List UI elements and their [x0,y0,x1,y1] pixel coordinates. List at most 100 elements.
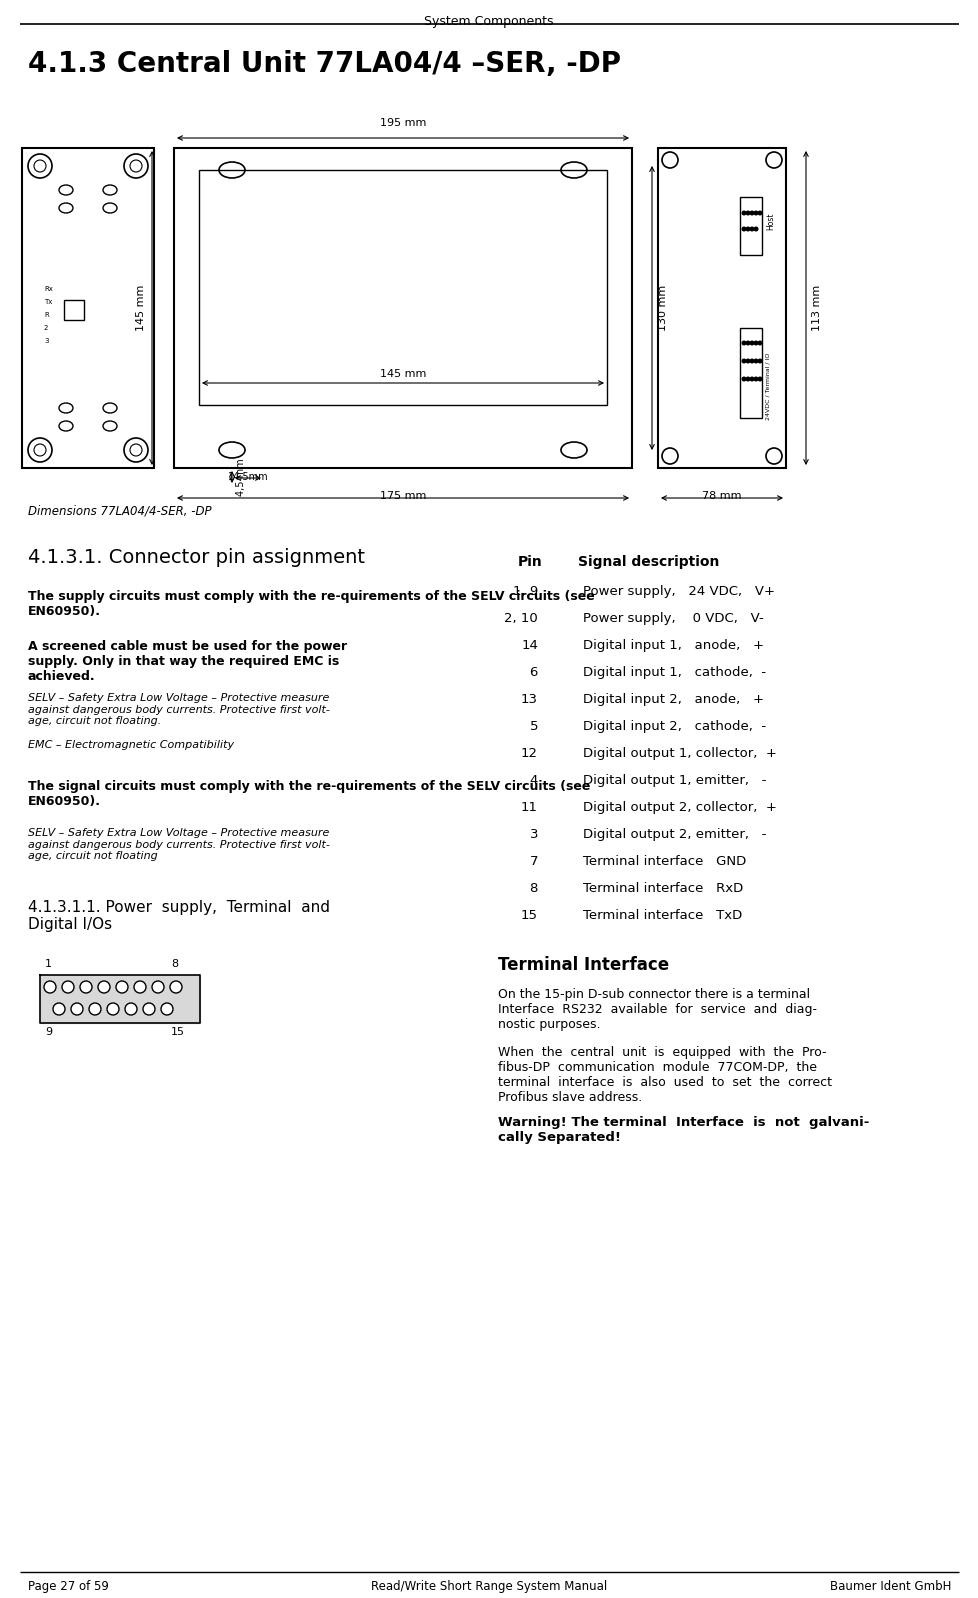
Text: 24VDC / Terminal / IO: 24VDC / Terminal / IO [765,353,771,420]
Circle shape [753,342,757,345]
Text: 9: 9 [45,1028,52,1037]
Text: Terminal interface   RxD: Terminal interface RxD [583,882,742,895]
Text: EMC – Electromagnetic Compatibility: EMC – Electromagnetic Compatibility [28,740,234,749]
Text: SELV – Safety Extra Low Voltage – Protective measure
against dangerous body curr: SELV – Safety Extra Low Voltage – Protec… [28,694,330,725]
Text: 4.1.3.1.1. Power  supply,  Terminal  and
Digital I/Os: 4.1.3.1.1. Power supply, Terminal and Di… [28,900,330,932]
Text: Digital input 2,   anode,   +: Digital input 2, anode, + [583,694,763,706]
Text: Dimensions 77LA04/4-SER, -DP: Dimensions 77LA04/4-SER, -DP [28,505,211,518]
Circle shape [71,1004,83,1015]
Text: Digital output 2, collector,  +: Digital output 2, collector, + [583,801,777,813]
Circle shape [749,360,753,363]
Circle shape [757,342,761,345]
Text: 8: 8 [171,959,178,968]
Text: Page 27 of 59: Page 27 of 59 [28,1580,109,1593]
Text: 14,5mm: 14,5mm [228,471,268,483]
Text: 4.1.3.1. Connector pin assignment: 4.1.3.1. Connector pin assignment [28,548,365,567]
Text: A screened cable must be used for the power
supply. Only in that way the require: A screened cable must be used for the po… [28,641,347,682]
Circle shape [741,377,745,380]
Bar [657,149,785,468]
Circle shape [107,1004,119,1015]
Text: The signal circuits must comply with the re-quirements of the SELV circuits (see: The signal circuits must comply with the… [28,780,590,809]
Bar [174,149,632,468]
Text: Digital output 1, emitter,   -: Digital output 1, emitter, - [583,773,766,786]
Circle shape [749,342,753,345]
Text: 195 mm: 195 mm [379,118,425,128]
Text: 145 mm: 145 mm [136,284,146,331]
Text: 2: 2 [44,324,48,331]
Text: The supply circuits must comply with the re-quirements of the SELV circuits (see: The supply circuits must comply with the… [28,590,595,618]
Text: Warning! The terminal  Interface  is  not  galvani-
cally Separated!: Warning! The terminal Interface is not g… [498,1115,868,1144]
Text: Digital input 1,   anode,   +: Digital input 1, anode, + [583,639,763,652]
Text: Host: Host [765,213,775,230]
Text: When  the  central  unit  is  equipped  with  the  Pro-
fibus-DP  communication : When the central unit is equipped with t… [498,1047,831,1104]
Text: Signal description: Signal description [577,555,719,569]
Circle shape [80,981,92,992]
Bar [739,197,761,256]
Text: Baumer Ident GmbH: Baumer Ident GmbH [828,1580,950,1593]
Text: 1, 9: 1, 9 [512,585,538,598]
Circle shape [98,981,110,992]
Circle shape [745,227,749,230]
Text: Read/Write Short Range System Manual: Read/Write Short Range System Manual [371,1580,606,1593]
Text: 145 mm: 145 mm [379,369,425,379]
Text: 4,5 mm: 4,5 mm [236,459,245,495]
Circle shape [44,981,56,992]
Circle shape [134,981,146,992]
Text: 3: 3 [44,339,49,344]
Circle shape [753,227,757,230]
Circle shape [753,360,757,363]
Text: 4: 4 [529,773,538,786]
Text: 14: 14 [520,639,538,652]
Text: 113 mm: 113 mm [811,284,822,331]
Text: R: R [44,312,49,318]
Circle shape [757,211,761,214]
Text: Tx: Tx [44,299,52,305]
Circle shape [745,211,749,214]
Text: 175 mm: 175 mm [379,491,425,502]
Text: 7: 7 [529,855,538,868]
Text: 15: 15 [520,909,538,922]
Text: 5: 5 [529,721,538,733]
Text: Digital output 2, emitter,   -: Digital output 2, emitter, - [583,828,766,841]
Circle shape [741,342,745,345]
Text: 2, 10: 2, 10 [504,612,538,625]
Circle shape [749,227,753,230]
Circle shape [62,981,74,992]
Circle shape [53,1004,65,1015]
Circle shape [745,342,749,345]
Circle shape [745,360,749,363]
Circle shape [125,1004,137,1015]
Circle shape [152,981,164,992]
Text: SELV – Safety Extra Low Voltage – Protective measure
against dangerous body curr: SELV – Safety Extra Low Voltage – Protec… [28,828,330,861]
Circle shape [143,1004,155,1015]
Text: 4.1.3 Central Unit 77LA04/4 –SER, -DP: 4.1.3 Central Unit 77LA04/4 –SER, -DP [28,50,620,78]
Text: Terminal Interface: Terminal Interface [498,956,668,975]
Text: 130 mm: 130 mm [657,284,667,331]
Circle shape [749,211,753,214]
Text: Terminal interface   GND: Terminal interface GND [583,855,745,868]
Text: 12: 12 [520,746,538,761]
Text: Digital input 1,   cathode,  -: Digital input 1, cathode, - [583,666,766,679]
Text: Pin: Pin [517,555,542,569]
Circle shape [745,377,749,380]
Bar [199,169,606,404]
Circle shape [115,981,128,992]
Text: Rx: Rx [44,286,53,292]
Text: On the 15-pin D-sub connector there is a terminal
Interface  RS232  available  f: On the 15-pin D-sub connector there is a… [498,988,817,1031]
Text: 6: 6 [529,666,538,679]
Text: Terminal interface   TxD: Terminal interface TxD [583,909,741,922]
Bar [739,328,761,419]
Bar [64,300,84,320]
Text: 78 mm: 78 mm [701,491,741,502]
Circle shape [741,211,745,214]
Text: 3: 3 [529,828,538,841]
Text: System Components: System Components [423,14,554,29]
Text: 15: 15 [171,1028,185,1037]
Polygon shape [40,975,200,1023]
Bar [22,149,154,468]
Circle shape [741,227,745,230]
Text: 8: 8 [529,882,538,895]
Text: Power supply,    0 VDC,   V-: Power supply, 0 VDC, V- [583,612,763,625]
Circle shape [170,981,182,992]
Text: Digital input 2,   cathode,  -: Digital input 2, cathode, - [583,721,766,733]
